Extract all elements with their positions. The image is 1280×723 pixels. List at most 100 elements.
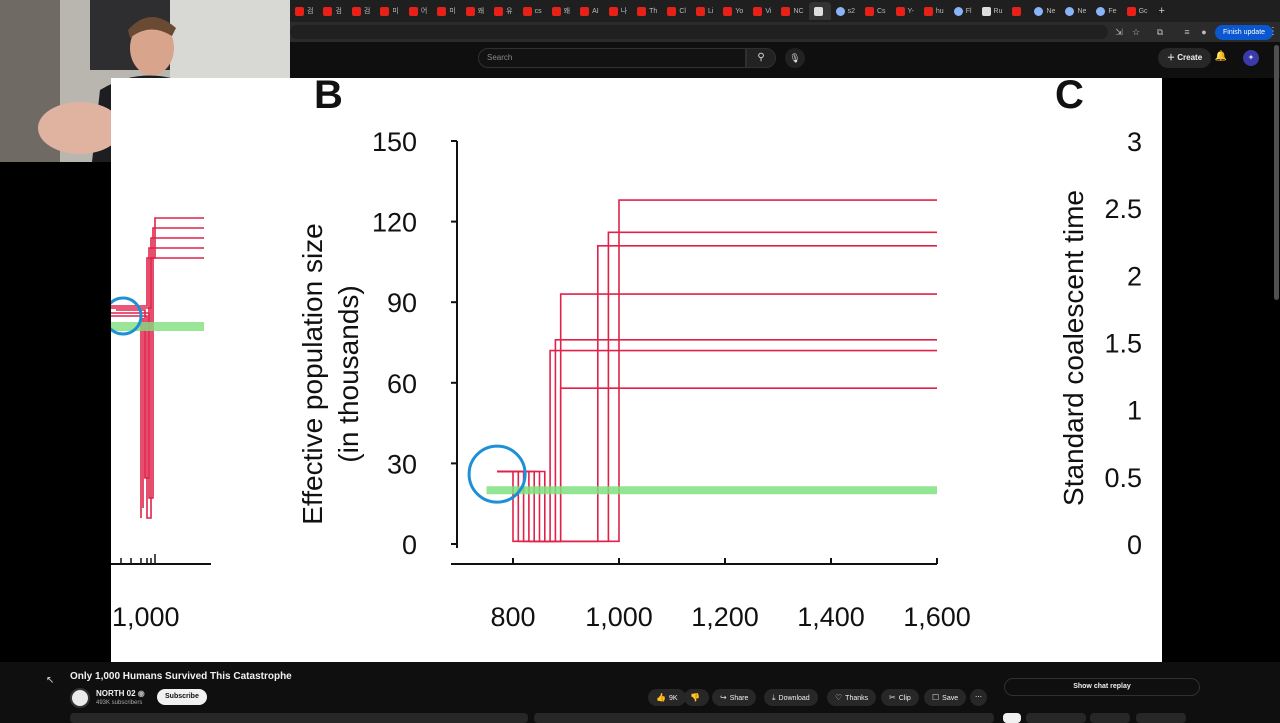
channel-avatar[interactable] [70,688,90,708]
notifications-bell-icon[interactable]: 🔔 [1214,51,1228,62]
browser-tab[interactable]: 나 [604,2,632,20]
youtube-icon [753,6,763,16]
filter-chip[interactable] [1003,713,1021,723]
browser-tab[interactable]: s2 [831,2,860,20]
channel-name[interactable]: NORTH 02 ◉ [96,689,145,698]
more-icon: ⋯ [975,694,982,701]
video-player[interactable]: 1,000 B C Effective population size (in … [111,78,1162,662]
browser-tab[interactable]: Cl [662,2,691,20]
video-letterbox-right [1162,78,1280,662]
finish-update-button[interactable]: Finish update [1215,25,1274,40]
search-input[interactable]: Search [478,48,746,68]
page-scrollbar[interactable] [1274,45,1279,300]
right-y-tick-label: 1 [1127,396,1142,426]
browser-tab[interactable] [1007,2,1029,20]
browser-tab-label: 유 [506,8,513,15]
sidebar-icon[interactable]: ≡ [1184,27,1190,37]
browser-tab[interactable]: Fl [949,2,977,20]
browser-tab-label: Li [707,7,714,15]
extensions-icon[interactable]: ⧉ [1156,27,1164,37]
download-button[interactable]: ⤓ Download [764,689,818,706]
account-avatar[interactable]: ✦ [1243,50,1259,66]
browser-tab[interactable]: Cs [860,2,891,20]
filter-chip[interactable] [1026,713,1086,723]
create-button[interactable]: ＋ Create [1158,48,1212,68]
more-actions-button[interactable]: ⋯ [970,689,987,706]
youtube-icon [522,6,532,16]
youtube-icon [408,6,418,16]
browser-tab-label: Yo [735,7,744,15]
browser-tab[interactable]: Li [691,2,718,20]
partial-green-band [111,322,204,331]
browser-tab[interactable]: 미 [375,2,403,20]
description-box[interactable] [70,713,528,723]
comments-preview[interactable] [534,713,994,723]
browser-tab[interactable]: Y- [891,2,919,20]
browser-tab-label: s2 [847,7,855,15]
save-playlist-icon: ☐ [932,693,940,702]
browser-tab[interactable]: 왜 [547,2,575,20]
x-tick-label: 1,200 [691,602,759,632]
show-chat-replay-button[interactable]: Show chat replay [1004,678,1200,696]
filter-chip[interactable] [1090,713,1130,723]
right-y-tick-label: 2.5 [1104,194,1142,224]
browser-tab[interactable]: NC [776,2,808,20]
url-field[interactable] [290,25,1108,39]
browser-tab[interactable]: Vi [748,2,776,20]
right-y-tick-label: 0.5 [1104,463,1142,493]
browser-menu-icon[interactable]: ⋮ [1268,26,1278,37]
browser-tab[interactable] [808,2,831,20]
clip-button[interactable]: ✂ Clip [881,689,919,706]
browser-tab[interactable]: 검 [347,2,375,20]
youtube-icon [923,6,933,16]
browser-tab-label: Cl [679,7,686,15]
series-layer [467,199,937,543]
video-info-bar: Only 1,000 Humans Survived This Catastro… [0,662,1280,720]
y-tick-label: 150 [372,127,417,157]
partial-panel-lines [111,217,204,519]
filter-chip[interactable] [1136,713,1186,723]
browser-tab-label: 미 [392,8,399,15]
browser-tab[interactable]: Yo [718,2,748,20]
bookmark-star-icon[interactable]: ☆ [1131,27,1141,37]
right-y-tick-label: 1.5 [1104,329,1142,359]
browser-tab-label: cs [534,7,542,15]
search-icon[interactable]: ⚲ [746,48,776,68]
doc-icon [981,6,991,16]
browser-tab[interactable]: cs [518,2,547,20]
browser-tab[interactable]: 왜 [461,2,489,20]
save-button[interactable]: ☐ Save [924,689,967,706]
browser-tab[interactable]: 어 [404,2,432,20]
browser-tab[interactable]: 검 [318,2,346,20]
browser-tab[interactable]: Gc [1122,2,1153,20]
chart: 1,000 B C Effective population size (in … [111,78,1142,632]
browser-tab[interactable]: Th [632,2,662,20]
x-tick-label: 1,000 [585,602,653,632]
browser-tab-label: hu [935,7,944,15]
dislike-button[interactable]: 👎 [684,689,709,706]
install-app-icon[interactable]: ⇲ [1115,27,1123,37]
browser-tab[interactable]: 검 [290,2,318,20]
panel-letter-c: C [1055,78,1084,117]
browser-tab[interactable]: 미 [432,2,460,20]
browser-tab[interactable]: Fe [1091,2,1121,20]
like-button[interactable]: 👍 9K [648,689,686,706]
partial-tick-label: 1,000 [112,602,180,632]
subscribe-button[interactable]: Subscribe [157,689,207,705]
browser-tab[interactable]: AI [575,2,604,20]
share-button[interactable]: ↪ Share [712,689,757,706]
population-series-line [497,349,937,543]
create-label: Create [1177,53,1203,62]
browser-tab[interactable]: Ne [1029,2,1060,20]
browser-tab-label: 검 [307,8,314,15]
browser-tab[interactable]: Ne [1060,2,1091,20]
new-tab-icon[interactable]: + [1158,5,1165,17]
browser-tab[interactable]: hu [919,2,949,20]
browser-tab[interactable]: Ru [977,2,1008,20]
browser-tab[interactable]: 유 [489,2,517,20]
thanks-button[interactable]: ♡ Thanks [827,689,877,706]
download-label: Download [778,695,810,702]
browser-address-bar: ⇲ ☆ ⧉ ≡ ● Finish update ⋮ [290,22,1280,42]
profile-icon[interactable]: ● [1201,27,1207,37]
microphone-icon[interactable]: 🎙 [785,48,805,68]
